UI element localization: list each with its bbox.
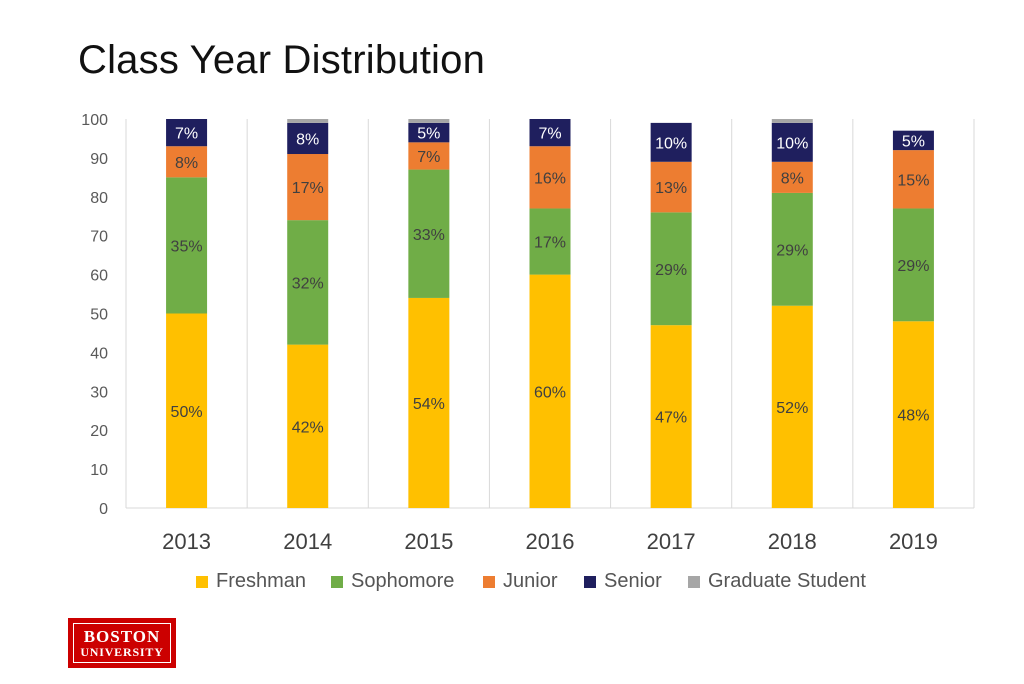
legend-label: Graduate Student	[708, 570, 866, 592]
data-label: 5%	[902, 133, 925, 150]
data-label: 29%	[897, 258, 929, 275]
bar-segment	[408, 169, 450, 298]
bar-segment	[287, 122, 329, 155]
legend-label: Junior	[503, 570, 558, 592]
bar-segment	[529, 274, 571, 508]
legend-label: Freshman	[216, 570, 307, 592]
legend-item: Junior	[483, 570, 557, 593]
data-label: 7%	[417, 149, 440, 166]
y-tick-label: 60	[90, 268, 108, 285]
x-tick-label: 2019	[889, 529, 938, 554]
bar-segment	[650, 161, 692, 213]
y-tick-label: 100	[81, 112, 108, 129]
logo-line-2: UNIVERSITY	[80, 644, 164, 659]
bar-segment	[771, 119, 813, 123]
bar-segment	[166, 177, 208, 314]
data-label: 7%	[538, 126, 561, 143]
y-tick-label: 40	[90, 345, 108, 362]
chart-legend: Freshman Sophomore Junior Senior Graduate St…	[0, 570, 1024, 598]
legend-swatch	[584, 575, 596, 588]
data-label: 52%	[776, 400, 808, 417]
legend-item: Sophomore	[331, 570, 454, 593]
data-label: 32%	[292, 275, 324, 292]
bar-segment	[892, 321, 934, 508]
x-tick-label: 2013	[162, 529, 211, 554]
bar-segment	[892, 208, 934, 322]
bar-segment	[408, 297, 450, 508]
data-label: 8%	[296, 131, 319, 148]
legend-swatch	[196, 575, 208, 588]
bar-segment	[650, 325, 692, 508]
bar-segment	[892, 150, 934, 209]
bar-segment	[529, 146, 571, 209]
data-label: 48%	[897, 408, 929, 425]
legend-swatch	[688, 575, 700, 588]
data-label: 50%	[171, 404, 203, 421]
bar-segment	[650, 122, 692, 162]
bar-segment	[650, 212, 692, 326]
bar-segment	[287, 344, 329, 508]
bar-segment	[771, 122, 813, 162]
x-tick-label: 2015	[404, 529, 453, 554]
data-label: 16%	[534, 170, 566, 187]
x-tick-label: 2016	[526, 529, 575, 554]
bar-segment	[771, 161, 813, 193]
bar-segment	[892, 130, 934, 151]
bar-segment	[166, 313, 208, 508]
bar-segment	[166, 146, 208, 178]
legend-label: Senior	[604, 570, 662, 592]
y-tick-label: 90	[90, 151, 108, 168]
slide-title: Class Year Distribution	[78, 38, 486, 82]
data-label: 15%	[897, 172, 929, 189]
data-label: 17%	[292, 180, 324, 197]
legend-item: Freshman	[196, 570, 306, 593]
data-label: 8%	[781, 170, 804, 187]
legend-swatch	[331, 575, 343, 588]
data-label: 29%	[655, 262, 687, 279]
data-label: 35%	[171, 238, 203, 255]
legend-label: Sophomore	[351, 570, 455, 592]
bar-segment	[529, 208, 571, 275]
boston-university-logo: BOSTON UNIVERSITY	[68, 618, 176, 668]
bar-segment	[166, 119, 208, 147]
data-label: 10%	[776, 135, 808, 152]
data-label: 17%	[534, 235, 566, 252]
data-label: 42%	[292, 419, 324, 436]
bar-segment	[529, 119, 571, 147]
bar-segment	[771, 192, 813, 306]
data-label: 7%	[175, 126, 198, 143]
bar-segment	[771, 305, 813, 508]
data-label: 13%	[655, 180, 687, 197]
data-label: 33%	[413, 227, 445, 244]
bar-segment	[287, 119, 329, 123]
legend-item: Senior	[584, 570, 662, 593]
y-tick-label: 50	[90, 307, 108, 324]
bar-segment	[408, 142, 450, 170]
bar-segment	[287, 154, 329, 221]
data-label: 54%	[413, 396, 445, 413]
x-tick-label: 2018	[768, 529, 817, 554]
x-tick-label: 2014	[283, 529, 332, 554]
y-tick-label: 80	[90, 190, 108, 207]
data-label: 47%	[655, 410, 687, 427]
data-label: 29%	[776, 242, 808, 259]
y-tick-label: 10	[90, 462, 108, 479]
y-tick-label: 0	[99, 501, 108, 518]
data-label: 5%	[417, 126, 440, 143]
legend-item: Graduate Student	[688, 570, 866, 593]
legend-swatch	[483, 575, 495, 588]
data-label: 10%	[655, 135, 687, 152]
x-tick-label: 2017	[647, 529, 696, 554]
bar-segment	[408, 122, 450, 143]
y-tick-label: 20	[90, 423, 108, 440]
bar-segment	[408, 119, 450, 123]
y-tick-label: 70	[90, 229, 108, 246]
y-tick-label: 30	[90, 384, 108, 401]
data-label: 8%	[175, 155, 198, 172]
data-label: 60%	[534, 384, 566, 401]
logo-line-1: BOSTON	[83, 626, 161, 646]
bar-segment	[287, 220, 329, 345]
stacked-bar-chart: 0 10 20 30 40 50 60 70 80 90 100 2013 2014 2015 2016 20…	[81, 112, 975, 554]
